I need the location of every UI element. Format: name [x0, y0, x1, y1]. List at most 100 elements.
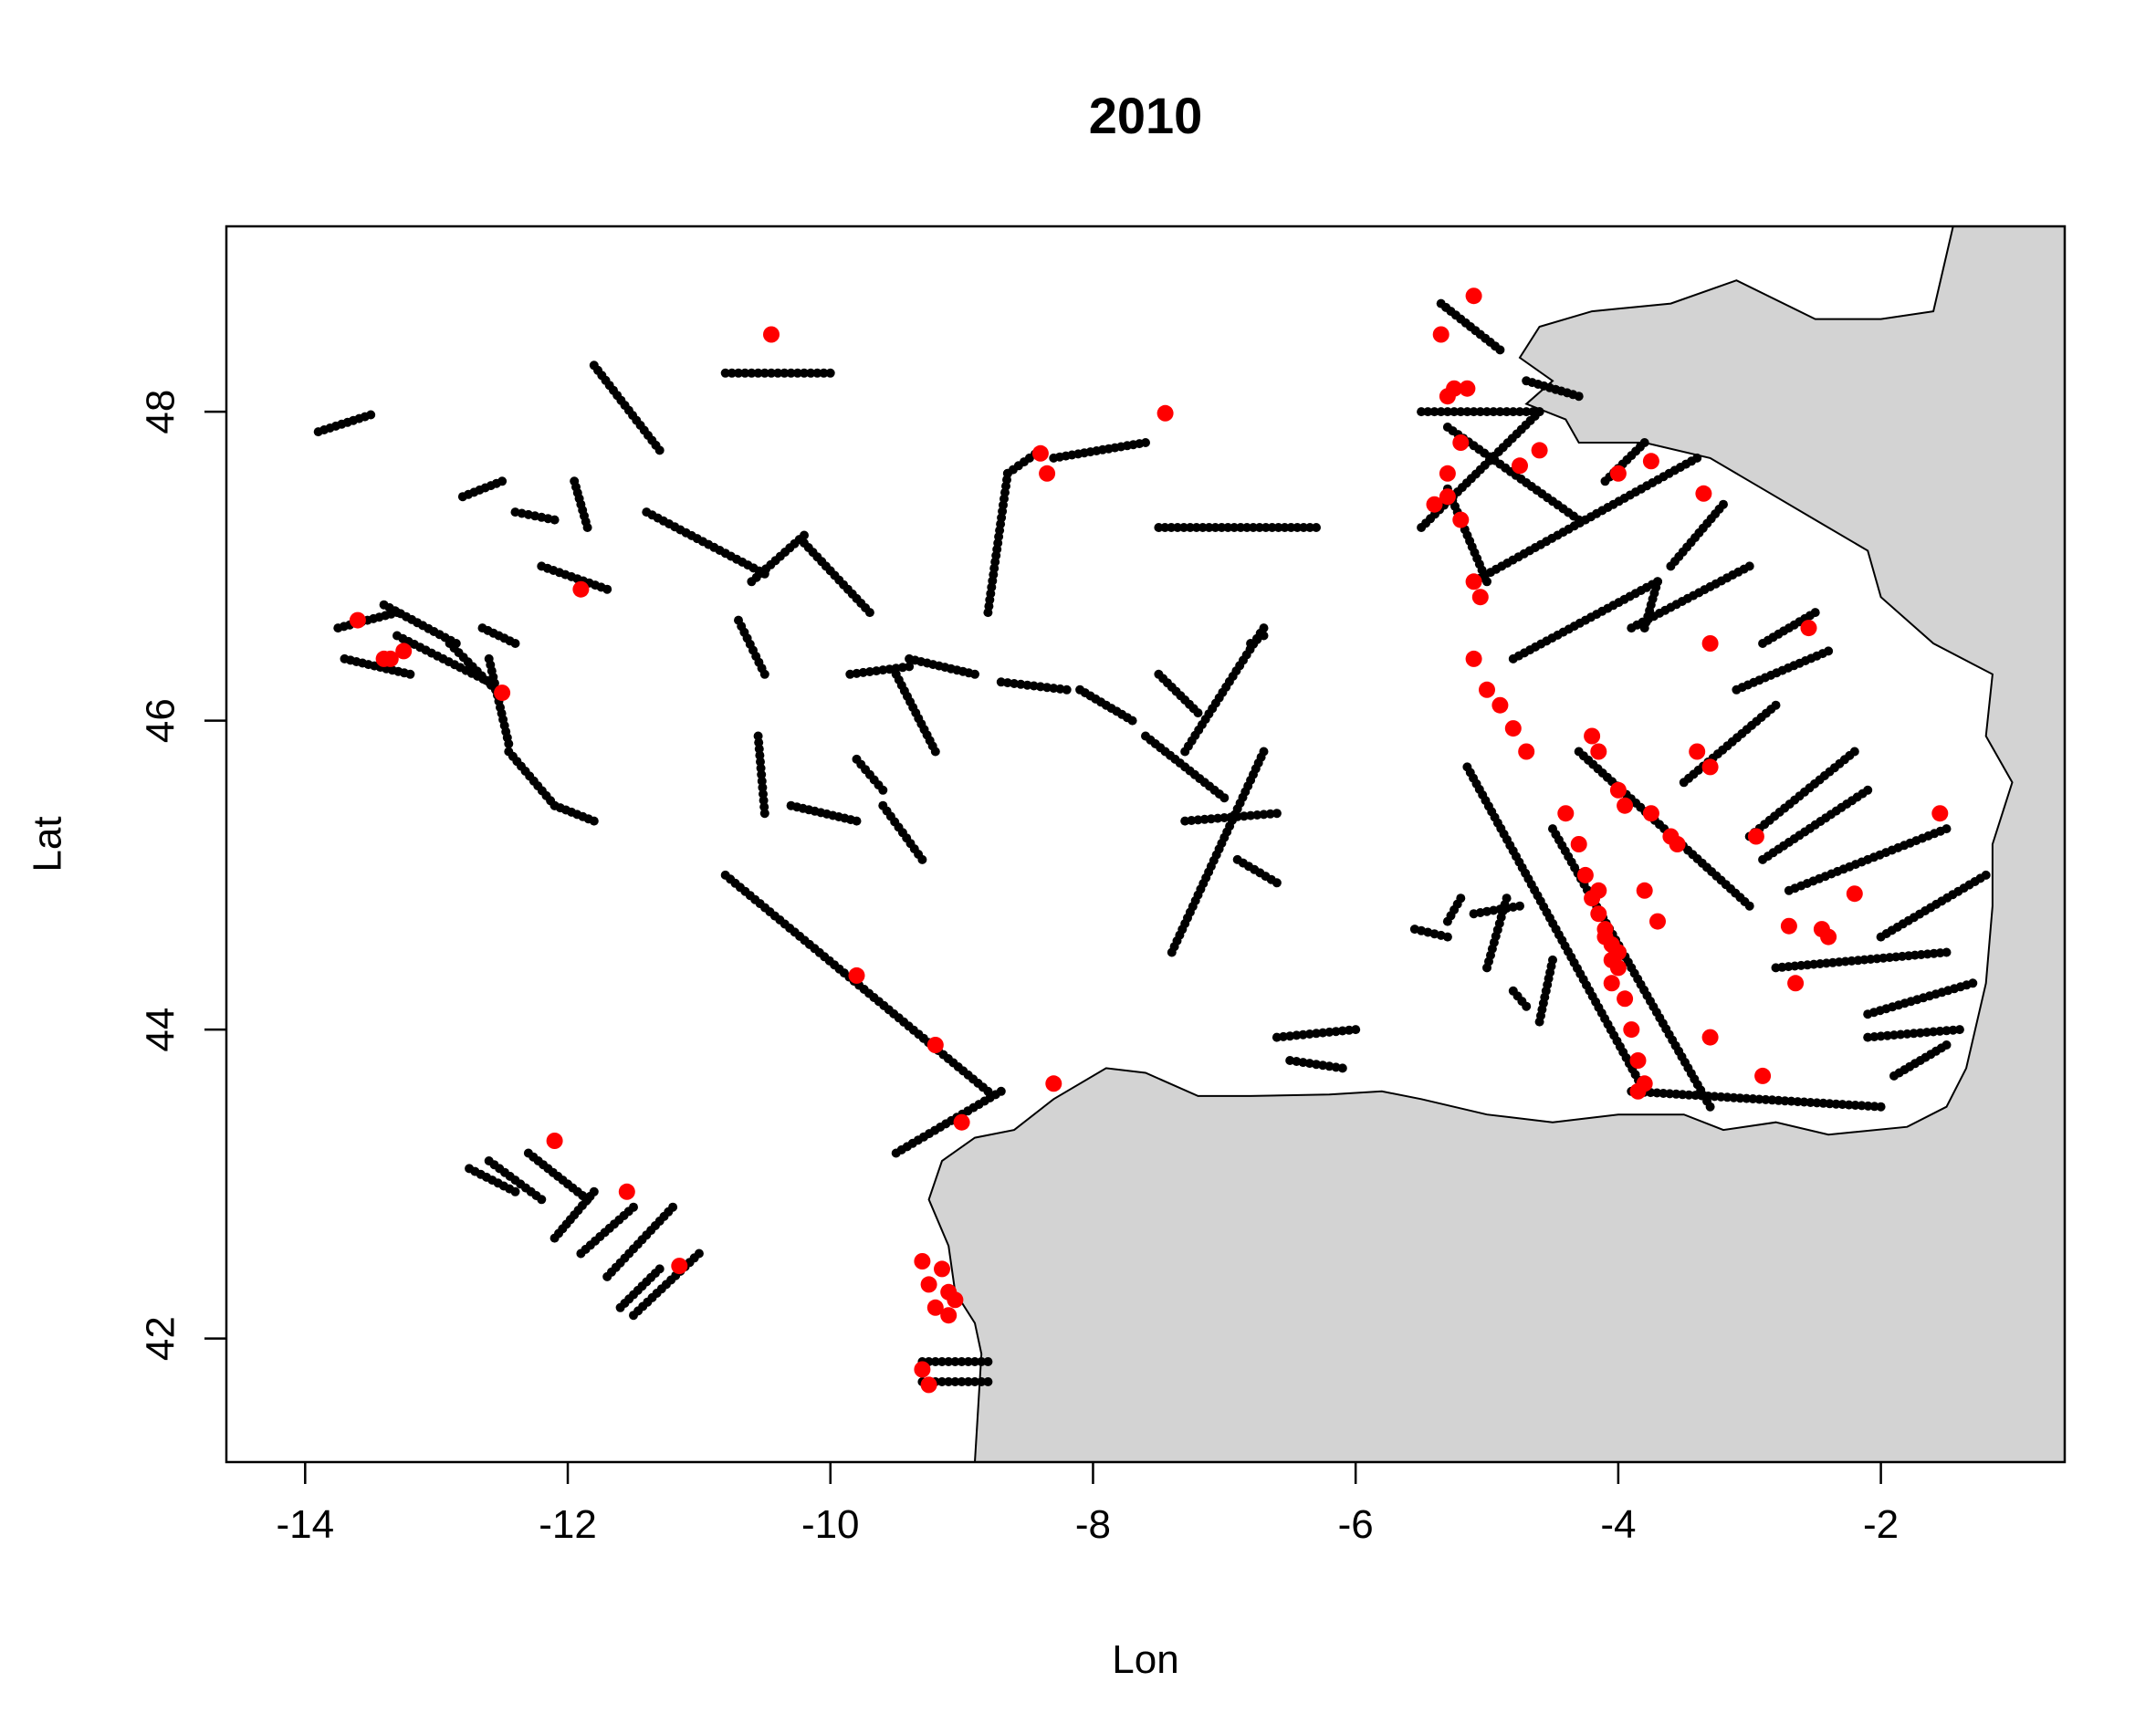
survey-track [878, 800, 927, 864]
highlight-point [1931, 805, 1949, 822]
survey-track [1442, 484, 1491, 587]
track-point [1522, 407, 1532, 417]
track-point [950, 1357, 960, 1366]
highlight-point [926, 1299, 944, 1316]
track-point [1574, 515, 1584, 525]
survey-track [1075, 684, 1137, 726]
highlight-point [1701, 1029, 1719, 1046]
track-point [1502, 893, 1512, 904]
track-point [1692, 453, 1702, 463]
highlight-point [572, 580, 590, 598]
track-point [996, 1086, 1006, 1096]
highlight-point [920, 1276, 937, 1293]
highlight-point [1695, 485, 1712, 502]
highlight-point [1800, 620, 1817, 637]
x-tick-label: -2 [1863, 1502, 1899, 1547]
track-point [812, 368, 822, 378]
track-point [1744, 561, 1754, 571]
track-point [1213, 813, 1223, 823]
track-point [1941, 824, 1952, 834]
highlight-point [1747, 828, 1764, 845]
x-tick-label: -8 [1075, 1502, 1111, 1547]
highlight-point [1787, 975, 1805, 992]
survey-track [917, 1377, 993, 1386]
survey-track [1534, 955, 1557, 1027]
track-point [1863, 1032, 1873, 1042]
track-point [1154, 523, 1164, 532]
y-tick-label: 42 [139, 1316, 183, 1361]
track-point [1292, 1030, 1302, 1040]
track-point [1242, 523, 1252, 532]
track-point [1515, 901, 1524, 911]
track-point [957, 1357, 967, 1366]
track-point [1345, 1025, 1354, 1035]
track-point [1210, 523, 1220, 532]
survey-track [800, 538, 874, 618]
survey-track [1627, 1086, 1886, 1112]
track-point [1298, 1029, 1308, 1040]
track-point [1185, 523, 1195, 532]
highlight-point [1045, 1075, 1062, 1092]
track-point [1217, 523, 1227, 532]
track-point [1127, 716, 1137, 726]
track-point [1515, 407, 1524, 417]
track-point [1293, 523, 1303, 532]
track-point [957, 1377, 967, 1386]
track-point [1534, 407, 1544, 417]
survey-track [1272, 1025, 1361, 1042]
track-point [1436, 407, 1446, 417]
track-point [1502, 407, 1512, 417]
track-point [668, 1202, 678, 1212]
track-point [930, 747, 940, 757]
survey-track [1863, 1025, 1964, 1042]
highlight-point [1609, 465, 1627, 482]
track-point [1259, 810, 1269, 820]
track-point [1273, 523, 1283, 532]
highlight-point [1701, 635, 1719, 652]
track-point [1771, 700, 1781, 710]
track-point [1351, 1025, 1361, 1035]
track-point [1869, 1032, 1879, 1041]
track-point [1761, 1094, 1771, 1104]
highlight-point [763, 326, 780, 343]
track-point [1160, 523, 1170, 532]
track-point [970, 1357, 979, 1366]
highlight-point [1623, 1021, 1640, 1039]
track-point [1824, 646, 1834, 656]
track-point [1902, 1029, 1912, 1039]
highlight-point [395, 643, 413, 660]
highlight-point [1557, 805, 1575, 822]
track-point [1305, 523, 1315, 532]
track-point [767, 368, 776, 378]
highlight-point [1432, 326, 1450, 343]
highlight-point [349, 611, 366, 629]
survey-track [1442, 893, 1466, 926]
track-point [1954, 1025, 1964, 1035]
track-point [1236, 523, 1246, 532]
land-layer [927, 226, 2065, 1462]
track-point [510, 639, 520, 648]
survey-tracks-layer [313, 298, 1991, 1386]
survey-track [1784, 824, 1952, 895]
track-point [1279, 1031, 1288, 1041]
survey-track [523, 1148, 592, 1205]
track-point [727, 368, 737, 378]
highlight-point [1617, 797, 1634, 814]
survey-track [1639, 577, 1662, 633]
highlight-point [1452, 511, 1470, 528]
highlight-point [382, 650, 399, 667]
highlight-point [947, 1291, 964, 1309]
highlight-point [1689, 743, 1706, 760]
land-iberia [927, 226, 2065, 1462]
track-point [1882, 1030, 1892, 1040]
track-point [800, 368, 809, 378]
survey-track [1232, 854, 1282, 888]
track-point [825, 368, 835, 378]
highlight-point [1649, 913, 1666, 930]
highlight-point [1669, 836, 1686, 852]
chart-title: 2010 [1089, 87, 1203, 144]
survey-track [1154, 669, 1203, 718]
track-point [1252, 810, 1262, 820]
survey-track [1285, 1056, 1347, 1073]
track-point [878, 785, 888, 795]
